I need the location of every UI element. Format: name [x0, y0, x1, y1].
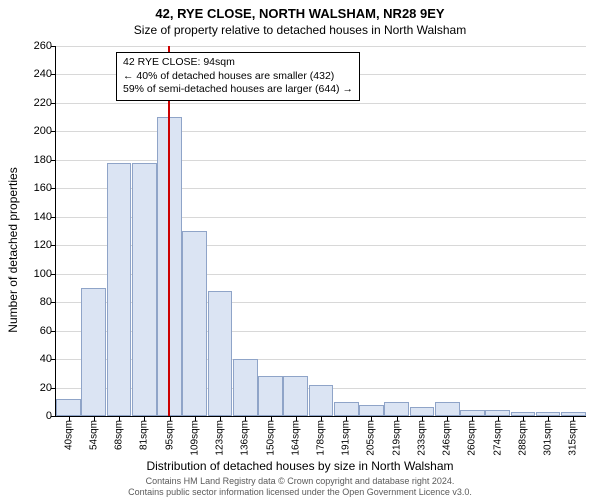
xtick-label: 205sqm — [366, 420, 377, 456]
histogram-bar — [435, 402, 460, 416]
histogram-bar — [384, 402, 409, 416]
histogram-bar — [536, 412, 561, 416]
histogram-bar — [258, 376, 283, 416]
xtick-label: 233sqm — [416, 420, 427, 456]
ytick-label: 80 — [40, 296, 52, 308]
histogram-bar — [81, 288, 106, 416]
xtick-label: 288sqm — [517, 420, 528, 456]
xtick-label: 301sqm — [543, 420, 554, 456]
ytick-label: 60 — [40, 325, 52, 337]
xtick-label: 274sqm — [492, 420, 503, 456]
ytick-label: 20 — [40, 382, 52, 394]
histogram-bar — [410, 407, 435, 416]
gridline — [56, 160, 586, 161]
histogram-bar — [334, 402, 359, 416]
xtick-label: 123sqm — [215, 420, 226, 456]
ytick-label: 220 — [34, 97, 52, 109]
xtick-label: 260sqm — [467, 420, 478, 456]
xtick-label: 191sqm — [341, 420, 352, 456]
histogram-bar — [359, 405, 384, 416]
attribution-line1: Contains HM Land Registry data © Crown c… — [0, 476, 600, 487]
ytick-label: 0 — [46, 410, 52, 422]
histogram-bar — [309, 385, 334, 416]
ytick-label: 260 — [34, 40, 52, 52]
ytick-label: 120 — [34, 239, 52, 251]
histogram-bar — [107, 163, 132, 416]
marker-line — [168, 46, 170, 416]
ytick-label: 240 — [34, 68, 52, 80]
xtick-label: 315sqm — [568, 420, 579, 456]
x-axis-label: Distribution of detached houses by size … — [0, 459, 600, 473]
xtick-label: 54sqm — [88, 420, 99, 450]
annotation-box: 42 RYE CLOSE: 94sqm ← 40% of detached ho… — [116, 52, 360, 101]
histogram-bar — [561, 412, 586, 416]
xtick-label: 219sqm — [391, 420, 402, 456]
xtick-label: 178sqm — [316, 420, 327, 456]
ytick-label: 100 — [34, 268, 52, 280]
xtick-label: 40sqm — [63, 420, 74, 450]
attribution-line2: Contains public sector information licen… — [0, 487, 600, 498]
histogram-bar — [460, 410, 485, 416]
histogram-bar — [511, 412, 536, 416]
xtick-label: 109sqm — [189, 420, 200, 456]
annotation-line2: ← 40% of detached houses are smaller (43… — [123, 70, 353, 84]
histogram-bar — [233, 359, 258, 416]
ytick-label: 160 — [34, 182, 52, 194]
annotation-line3: 59% of semi-detached houses are larger (… — [123, 83, 353, 97]
ytick-label: 40 — [40, 353, 52, 365]
chart-title: 42, RYE CLOSE, NORTH WALSHAM, NR28 9EY — [0, 0, 600, 21]
ytick-label: 140 — [34, 211, 52, 223]
histogram-bar — [182, 231, 207, 416]
xtick-label: 164sqm — [290, 420, 301, 456]
xtick-label: 68sqm — [114, 420, 125, 450]
histogram-bar — [56, 399, 81, 416]
xtick-label: 95sqm — [164, 420, 175, 450]
annotation-line1: 42 RYE CLOSE: 94sqm — [123, 56, 353, 70]
xtick-label: 150sqm — [265, 420, 276, 456]
gridline — [56, 103, 586, 104]
histogram-bar — [485, 410, 510, 416]
xtick-label: 81sqm — [139, 420, 150, 450]
chart-subtitle: Size of property relative to detached ho… — [0, 21, 600, 37]
chart-container: 42, RYE CLOSE, NORTH WALSHAM, NR28 9EY S… — [0, 0, 600, 500]
histogram-bar — [132, 163, 157, 416]
ytick-label: 180 — [34, 154, 52, 166]
xtick-label: 136sqm — [240, 420, 251, 456]
xtick-label: 246sqm — [442, 420, 453, 456]
y-axis-label: Number of detached properties — [6, 167, 20, 332]
ytick-label: 200 — [34, 125, 52, 137]
attribution: Contains HM Land Registry data © Crown c… — [0, 476, 600, 498]
gridline — [56, 46, 586, 47]
plot-area: 42 RYE CLOSE: 94sqm ← 40% of detached ho… — [55, 46, 586, 417]
histogram-bar — [283, 376, 308, 416]
gridline — [56, 131, 586, 132]
histogram-bar — [208, 291, 233, 416]
